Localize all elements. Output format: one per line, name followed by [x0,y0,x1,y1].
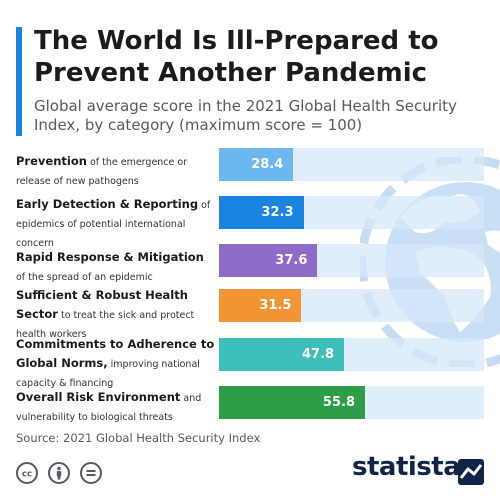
category-label-bold: Commitments to Adherence to Global Norms… [16,337,215,370]
bar [219,386,365,419]
statista-logo-text[interactable]: statista [352,452,461,482]
bar [219,338,345,371]
bar-value-label: 55.8 [322,395,355,410]
bar-value-label: 32.3 [261,205,294,220]
title-accent-bar [16,27,22,136]
by-icon[interactable] [48,462,70,484]
category-label: Sufficient & Robust Health Sector to tre… [16,284,216,341]
category-label-description: to treat the sick and protect health wor… [16,310,195,340]
chart-subtitle: Global average score in the 2021 Global … [34,97,457,134]
bar-value-label: 47.8 [301,347,335,362]
svg-text:cc: cc [22,470,32,480]
bar-value-label: 28.4 [251,157,284,172]
bar-value-label: 31.5 [259,298,292,313]
category-label-description: and vulnerability to biological threats [16,393,202,423]
bar [219,196,304,229]
bar-value-label: 37.6 [275,253,308,268]
category-label: Rapid Response & Mitigation of the sprea… [16,246,216,284]
category-label: Overall Risk Environment and vulnerabili… [16,386,216,424]
category-label: Early Detection & Reporting of epidemics… [16,193,216,250]
category-label-bold: Early Detection & Reporting [16,197,199,211]
source-note: Source: 2021 Global Health Security Inde… [16,431,261,445]
statista-logo-icon[interactable] [458,459,484,485]
category-label-bold: Prevention [16,154,87,168]
category-label-description: of the emergence or release of new patho… [16,157,188,187]
nd-icon[interactable] [80,462,102,484]
bar [219,148,294,181]
category-label-description: of epidemics of potential international … [16,200,211,249]
category-label: Commitments to Adherence to Global Norms… [16,333,216,390]
category-label-bold: Rapid Response & Mitigation [16,250,204,264]
category-label-bold: Overall Risk Environment [16,390,181,404]
category-label-description: improving national capacity & financing [16,359,200,389]
cc-icon[interactable]: cc [16,462,38,484]
bar [219,289,302,322]
category-label-bold: Sufficient & Robust Health Sector [16,288,188,321]
category-label: Prevention of the emergence or release o… [16,150,216,188]
chart-title: The World Is Ill-Prepared to Prevent Ano… [34,26,439,88]
bar [219,244,318,277]
category-label-description: of the spread of an epidemic [16,272,153,283]
